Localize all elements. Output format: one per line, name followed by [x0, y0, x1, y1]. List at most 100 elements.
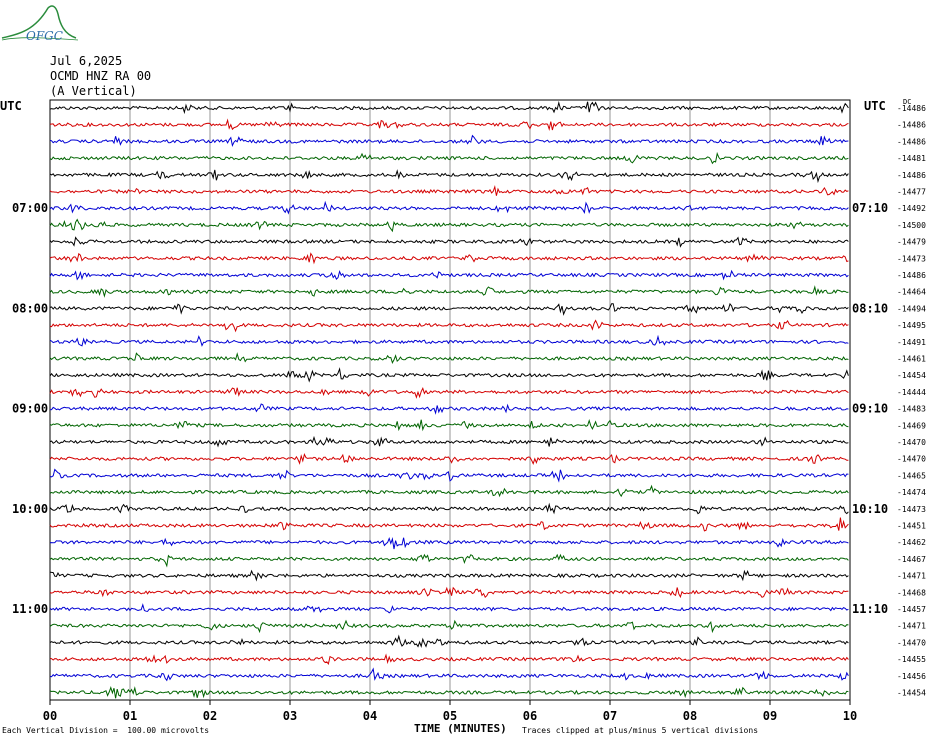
trace-34 — [49, 667, 849, 682]
trace-offset-label: -14473 — [897, 254, 926, 263]
trace-11 — [49, 285, 849, 298]
trace-offset-label: -14470 — [897, 638, 926, 647]
x-tick-label: 00 — [43, 709, 57, 723]
trace-offset-label: -14486 — [897, 271, 926, 280]
x-tick-label: 06 — [523, 709, 537, 723]
x-tick-label: 02 — [203, 709, 217, 723]
label-layer: 00 01 02 03 04 05 06 07 08 09 10 -14486 -14486 -14486… — [12, 98, 926, 723]
trace-12 — [49, 302, 849, 316]
trace-offset-label: -14454 — [897, 689, 926, 698]
component-label: (A Vertical) — [50, 84, 137, 98]
trace-offset-label: -14494 — [897, 304, 926, 313]
trace-8 — [49, 236, 849, 248]
trace-offset-label: -14471 — [897, 572, 926, 581]
trace-33 — [49, 653, 849, 666]
utc-left-label: UTC — [0, 99, 22, 113]
trace-21 — [49, 452, 849, 465]
trace-31 — [49, 619, 849, 634]
x-tick-label: 05 — [443, 709, 457, 723]
dc-note: DC — [903, 98, 911, 106]
trace-4 — [49, 169, 849, 184]
trace-6 — [49, 200, 849, 215]
trace-9 — [49, 252, 849, 265]
x-axis-title: TIME (MINUTES) — [414, 722, 507, 735]
ofgc-logo: OFGC — [1, 5, 79, 43]
trace-offset-label: -14457 — [897, 605, 926, 614]
x-tick-label: 03 — [283, 709, 297, 723]
trace-26 — [49, 537, 849, 550]
trace-offset-label: -14491 — [897, 338, 926, 347]
trace-offset-label: -14464 — [897, 288, 926, 297]
trace-layer — [49, 100, 849, 699]
trace-15 — [49, 352, 849, 364]
trace-offset-label: -14486 — [897, 171, 926, 180]
trace-10 — [49, 269, 849, 281]
left-time-label: 08:00 — [12, 301, 48, 315]
left-time-label: 11:00 — [12, 602, 48, 616]
x-tick-label: 04 — [363, 709, 377, 723]
trace-offset-label: -14486 — [897, 104, 926, 113]
left-time-label: 07:00 — [12, 201, 48, 215]
scale-note: Each Vertical Division = 100.00 microvol… — [2, 726, 210, 735]
x-tick-label: 08 — [683, 709, 697, 723]
date-label: Jul 6,2025 — [50, 54, 123, 68]
trace-offset-label: -14492 — [897, 204, 926, 213]
trace-27 — [49, 553, 849, 568]
trace-offset-label: -14471 — [897, 622, 926, 631]
trace-5 — [49, 184, 849, 196]
trace-offset-label: -14468 — [897, 588, 926, 597]
trace-offset-label: -14455 — [897, 655, 926, 664]
trace-18 — [49, 403, 849, 415]
utc-right-label: UTC — [864, 99, 886, 113]
right-time-label: 10:10 — [852, 502, 888, 516]
trace-19 — [49, 418, 849, 432]
x-tick-label: 07 — [603, 709, 617, 723]
left-time-label: 10:00 — [12, 502, 48, 516]
trace-29 — [49, 586, 849, 599]
trace-13 — [49, 319, 849, 333]
trace-offset-label: -14483 — [897, 405, 926, 414]
x-tick-label: 01 — [123, 709, 137, 723]
trace-offset-label: -14467 — [897, 555, 926, 564]
trace-offset-label: -14451 — [897, 522, 926, 531]
trace-3 — [49, 151, 849, 165]
clip-note: Traces clipped at plus/minus 5 vertical … — [522, 726, 759, 735]
trace-17 — [49, 386, 849, 399]
trace-22 — [49, 468, 849, 483]
trace-1 — [49, 118, 849, 132]
trace-offset-label: -14454 — [897, 371, 926, 380]
trace-32 — [49, 634, 849, 649]
trace-0 — [49, 100, 849, 115]
trace-2 — [49, 134, 849, 148]
right-time-label: 11:10 — [852, 602, 888, 616]
trace-offset-label: -14444 — [897, 388, 926, 397]
trace-28 — [49, 569, 849, 582]
trace-offset-label: -14495 — [897, 321, 926, 330]
x-tick-label: 09 — [763, 709, 777, 723]
right-time-label: 09:10 — [852, 402, 888, 416]
trace-35 — [49, 686, 849, 699]
trace-16 — [49, 367, 849, 383]
trace-offset-label: -14474 — [897, 488, 926, 497]
logo-swoosh — [1, 5, 77, 39]
trace-offset-label: -14470 — [897, 438, 926, 447]
trace-offset-label: -14470 — [897, 455, 926, 464]
right-time-label: 07:10 — [852, 201, 888, 215]
trace-25 — [49, 517, 849, 532]
trace-offset-label: -14477 — [897, 188, 926, 197]
trace-offset-label: -14462 — [897, 538, 926, 547]
trace-offset-label: -14469 — [897, 421, 926, 430]
trace-offset-label: -14456 — [897, 672, 926, 681]
right-time-label: 08:10 — [852, 301, 888, 315]
station-label: OCMD HNZ RA 00 — [50, 69, 152, 83]
trace-7 — [49, 218, 849, 233]
trace-offset-label: -14500 — [897, 221, 926, 230]
trace-offset-label: -14473 — [897, 505, 926, 514]
trace-offset-label: -14486 — [897, 121, 926, 130]
left-time-label: 09:00 — [12, 402, 48, 416]
trace-offset-label: -14479 — [897, 238, 926, 247]
x-tick-label: 10 — [843, 709, 857, 723]
trace-offset-label: -14465 — [897, 471, 926, 480]
trace-offset-label: -14461 — [897, 355, 926, 364]
